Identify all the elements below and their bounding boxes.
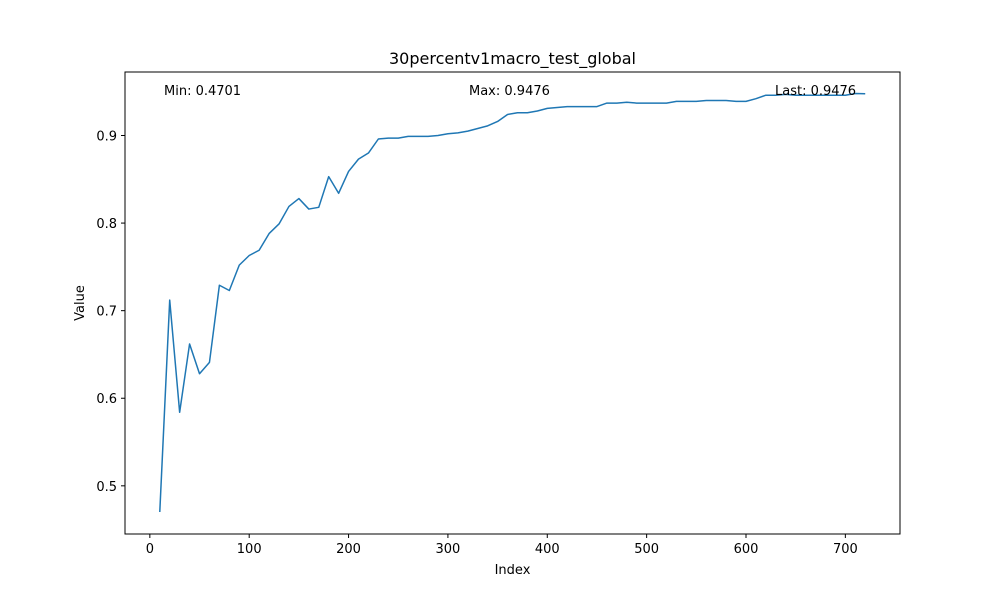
x-tick-label: 400: [535, 542, 560, 557]
y-axis: 0.5 0.6 0.7 0.8 0.9: [96, 129, 125, 495]
plot-area: [124, 71, 901, 535]
x-axis-label: Index: [495, 563, 531, 578]
max-annotation: Max: 0.9476: [469, 84, 550, 99]
y-axis-label: Value: [73, 285, 88, 321]
y-tick-label: 0.7: [96, 305, 117, 320]
x-tick-label: 700: [833, 542, 858, 557]
x-tick-label: 0: [146, 542, 154, 557]
plot-frame: [124, 71, 901, 535]
y-tick-label: 0.6: [96, 392, 117, 407]
x-tick-label: 300: [436, 542, 461, 557]
plot-background: [125, 72, 900, 534]
y-tick-label: 0.9: [96, 129, 117, 144]
x-tick-label: 500: [634, 542, 659, 557]
x-tick-label: 100: [237, 542, 262, 557]
x-tick-label: 600: [734, 542, 759, 557]
y-tick-label: 0.5: [96, 480, 117, 495]
last-annotation: Last: 0.9476: [775, 84, 856, 99]
chart-title: 30percentv1macro_test_global: [389, 49, 636, 69]
min-annotation: Min: 0.4701: [164, 84, 241, 99]
x-axis: 0 100 200 300 400 500 600 700: [146, 534, 858, 557]
x-tick-label: 200: [336, 542, 361, 557]
y-tick-label: 0.8: [96, 217, 117, 232]
series-line: [159, 92, 866, 513]
